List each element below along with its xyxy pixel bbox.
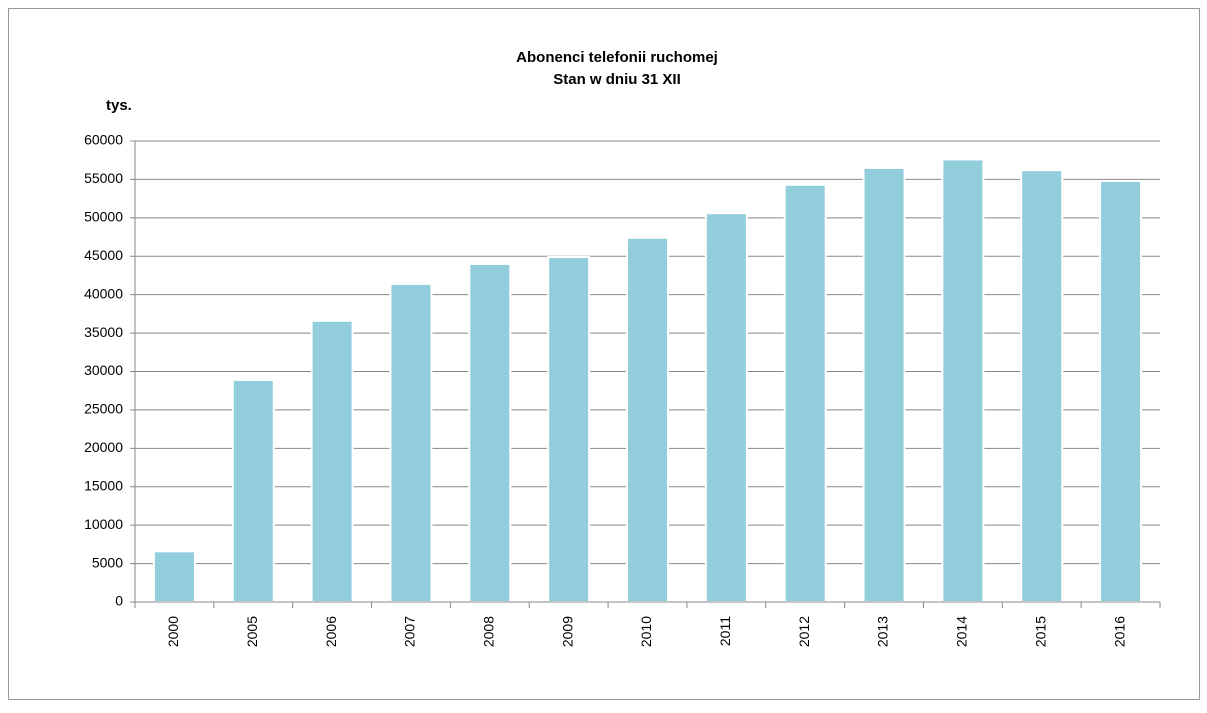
bar [152, 550, 196, 603]
bar [1099, 179, 1143, 603]
x-tick-label: 2016 [1111, 616, 1127, 647]
bar [231, 378, 275, 603]
y-tick-label: 15000 [84, 477, 123, 493]
bar [626, 236, 669, 603]
x-tick-label: 2012 [796, 616, 812, 647]
bar [862, 166, 906, 603]
bar [941, 158, 985, 603]
bar [310, 319, 354, 603]
bar [783, 183, 827, 603]
x-tick-label: 2010 [638, 616, 654, 647]
y-tick-label: 45000 [84, 247, 123, 263]
y-tick-label: 60000 [84, 132, 123, 148]
x-tick-label: 2009 [559, 616, 575, 647]
chart-title: Abonenci telefonii ruchomej [516, 49, 718, 66]
y-tick-label: 35000 [84, 324, 123, 340]
bar [547, 256, 591, 603]
x-tick-label: 2013 [875, 616, 891, 647]
bar [468, 262, 512, 603]
y-tick-label: 20000 [84, 439, 123, 455]
y-tick-label: 55000 [84, 170, 123, 186]
y-tick-label: 50000 [84, 209, 123, 225]
bar [389, 282, 433, 603]
chart-border [8, 8, 1200, 700]
x-tick-label: 2008 [481, 616, 497, 647]
y-tick-label: 30000 [84, 362, 123, 378]
x-tick-label: 2006 [323, 616, 339, 647]
chart-subtitle: Stan w dniu 31 XII [553, 71, 681, 88]
bar [704, 212, 748, 603]
x-tick-label: 2014 [954, 616, 970, 647]
y-tick-label: 10000 [84, 516, 123, 532]
x-tick-label: 2005 [244, 616, 260, 647]
y-axis-label: tys. [106, 97, 132, 114]
y-tick-label: 25000 [84, 401, 123, 417]
x-tick-label: 2000 [165, 616, 181, 647]
x-tick-label: 2011 [717, 616, 733, 646]
y-tick-label: 0 [115, 593, 123, 609]
x-tick-label: 2015 [1032, 616, 1048, 647]
bar [1020, 169, 1064, 604]
y-tick-label: 5000 [92, 554, 123, 570]
x-tick-label: 2007 [402, 616, 418, 647]
y-tick-label: 40000 [84, 285, 123, 301]
